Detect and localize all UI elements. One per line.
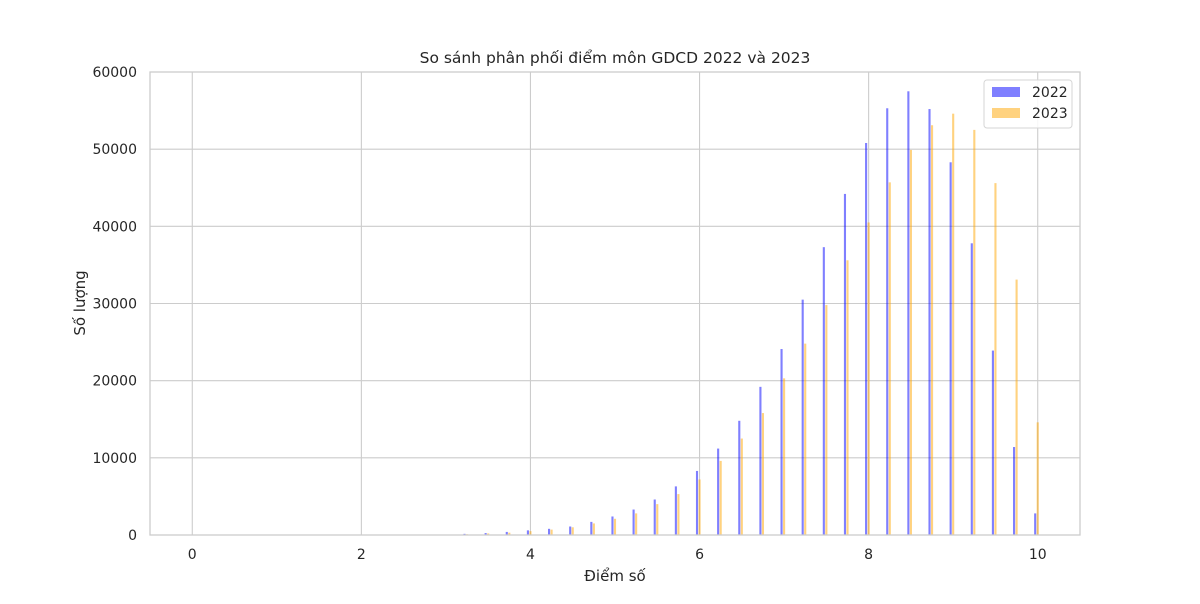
bar <box>801 299 804 535</box>
bar <box>698 479 701 535</box>
x-tick-label: 6 <box>695 547 704 563</box>
bar <box>928 109 931 535</box>
bar <box>569 526 572 535</box>
bar <box>991 350 994 535</box>
bar <box>695 470 699 535</box>
bar <box>759 386 762 535</box>
bar <box>529 531 532 535</box>
bar <box>1012 447 1016 535</box>
bar <box>780 349 783 535</box>
legend-swatch <box>992 108 1020 118</box>
bar <box>677 494 680 535</box>
bar <box>970 243 973 535</box>
bar <box>909 149 912 535</box>
x-axis-label: Điểm số <box>584 567 646 585</box>
bar <box>674 486 677 535</box>
bar <box>783 378 786 535</box>
bar <box>949 162 952 535</box>
bar <box>508 532 511 535</box>
x-tick-label: 4 <box>526 547 535 563</box>
bar <box>843 193 847 535</box>
legend-swatch <box>992 87 1020 97</box>
y-tick-label: 20000 <box>92 374 137 390</box>
bar <box>952 113 955 536</box>
bar <box>526 530 529 535</box>
bar <box>825 305 828 535</box>
bar <box>846 260 849 535</box>
bar <box>761 413 765 535</box>
legend-label: 2023 <box>1032 106 1068 122</box>
bar <box>632 509 635 535</box>
bar <box>487 533 490 535</box>
bar <box>973 129 976 535</box>
bar <box>1034 513 1037 535</box>
legend: 2022 2023 <box>983 79 1073 129</box>
bar <box>719 460 722 535</box>
bar <box>590 521 593 535</box>
y-tick-label: 10000 <box>92 451 137 467</box>
bar <box>592 523 595 535</box>
bar <box>738 420 741 535</box>
x-tick-label: 8 <box>864 547 873 563</box>
bar <box>888 182 891 535</box>
axes: 0 2 4 6 8 10 0 10000 20000 30000 40000 50000 60000 <box>92 65 1081 563</box>
y-tick-label: 0 <box>128 528 137 544</box>
bar <box>865 142 868 535</box>
bar <box>886 108 889 535</box>
bars <box>463 91 1039 536</box>
bar <box>740 438 743 535</box>
bar <box>907 91 910 536</box>
x-tick-label: 0 <box>188 547 197 563</box>
bar <box>653 499 656 535</box>
bar <box>635 513 638 535</box>
bar <box>484 533 487 535</box>
bar <box>613 518 617 535</box>
bar <box>505 531 508 535</box>
y-tick-label: 30000 <box>92 297 137 313</box>
bar <box>571 527 574 535</box>
grid-lines <box>150 71 1080 536</box>
bar <box>804 343 807 535</box>
series-2023 <box>465 113 1039 536</box>
bar <box>1036 422 1039 535</box>
x-tick-label: 2 <box>357 547 366 563</box>
bar <box>547 528 551 535</box>
y-tick-label: 60000 <box>92 65 137 81</box>
bar <box>867 222 870 535</box>
y-axis-label: Số lượng <box>71 270 89 335</box>
bar <box>717 448 720 535</box>
bar <box>656 504 659 535</box>
bar <box>930 125 934 536</box>
y-tick-label: 40000 <box>92 219 137 235</box>
bar <box>1015 279 1018 535</box>
plot-frame <box>149 71 1081 536</box>
bar <box>550 529 553 535</box>
legend-label: 2022 <box>1032 85 1068 101</box>
bar <box>822 247 825 535</box>
x-tick-label: 10 <box>1029 547 1047 563</box>
bar <box>994 183 997 535</box>
y-tick-label: 50000 <box>92 142 137 158</box>
chart-title: So sánh phân phối điểm môn GDCD 2022 và … <box>420 49 811 67</box>
series-2022 <box>463 91 1037 536</box>
bar <box>611 516 614 535</box>
